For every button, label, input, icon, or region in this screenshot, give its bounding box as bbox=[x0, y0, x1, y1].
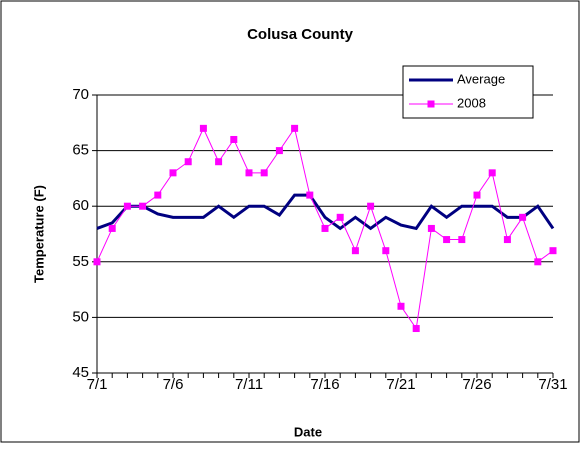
point-marker bbox=[123, 202, 131, 210]
point-marker bbox=[184, 158, 192, 166]
legend-label: 2008 bbox=[457, 95, 486, 110]
y-axis-label: Temperature (F) bbox=[31, 185, 46, 283]
point-marker bbox=[549, 247, 557, 255]
legend-marker bbox=[427, 100, 435, 108]
point-marker bbox=[93, 258, 101, 266]
point-marker bbox=[169, 169, 177, 177]
point-marker bbox=[367, 202, 375, 210]
point-marker bbox=[230, 135, 238, 143]
y-tick-label: 70 bbox=[72, 86, 89, 103]
y-tick-label: 65 bbox=[72, 142, 89, 159]
point-marker bbox=[306, 191, 314, 199]
y-tick-label: 55 bbox=[72, 253, 89, 270]
x-tick-label: 7/31 bbox=[538, 376, 567, 393]
point-marker bbox=[488, 169, 496, 177]
legend-label: Average bbox=[457, 71, 505, 86]
x-tick-label: 7/21 bbox=[386, 376, 415, 393]
y-tick-label: 50 bbox=[72, 308, 89, 325]
point-marker bbox=[139, 202, 147, 210]
point-marker bbox=[458, 236, 466, 244]
x-tick-label: 7/11 bbox=[235, 376, 263, 393]
point-marker bbox=[336, 213, 344, 221]
x-tick-label: 7/6 bbox=[163, 376, 184, 393]
y-tick-label: 60 bbox=[72, 197, 89, 214]
point-marker bbox=[397, 302, 405, 310]
x-tick-label: 7/26 bbox=[462, 376, 491, 393]
x-axis-label: Date bbox=[294, 424, 322, 439]
point-marker bbox=[412, 325, 420, 333]
point-marker bbox=[382, 247, 390, 255]
point-marker bbox=[154, 191, 162, 199]
point-marker bbox=[291, 124, 299, 132]
series-line bbox=[96, 193, 555, 231]
point-marker bbox=[443, 236, 451, 244]
chart-title: Colusa County bbox=[247, 26, 353, 43]
point-marker bbox=[427, 224, 435, 232]
point-marker bbox=[321, 224, 329, 232]
point-marker bbox=[199, 124, 207, 132]
point-marker bbox=[519, 213, 527, 221]
x-tick-label: 7/16 bbox=[310, 376, 339, 393]
point-marker bbox=[245, 169, 253, 177]
legend-box bbox=[402, 65, 534, 119]
point-marker bbox=[351, 247, 359, 255]
point-marker bbox=[215, 158, 223, 166]
point-marker bbox=[534, 258, 542, 266]
point-marker bbox=[108, 224, 116, 232]
point-marker bbox=[275, 147, 283, 155]
point-marker bbox=[260, 169, 268, 177]
point-marker bbox=[503, 236, 511, 244]
x-tick-label: 7/1 bbox=[87, 376, 108, 393]
point-marker bbox=[473, 191, 481, 199]
y-tick-label: 45 bbox=[72, 364, 89, 381]
